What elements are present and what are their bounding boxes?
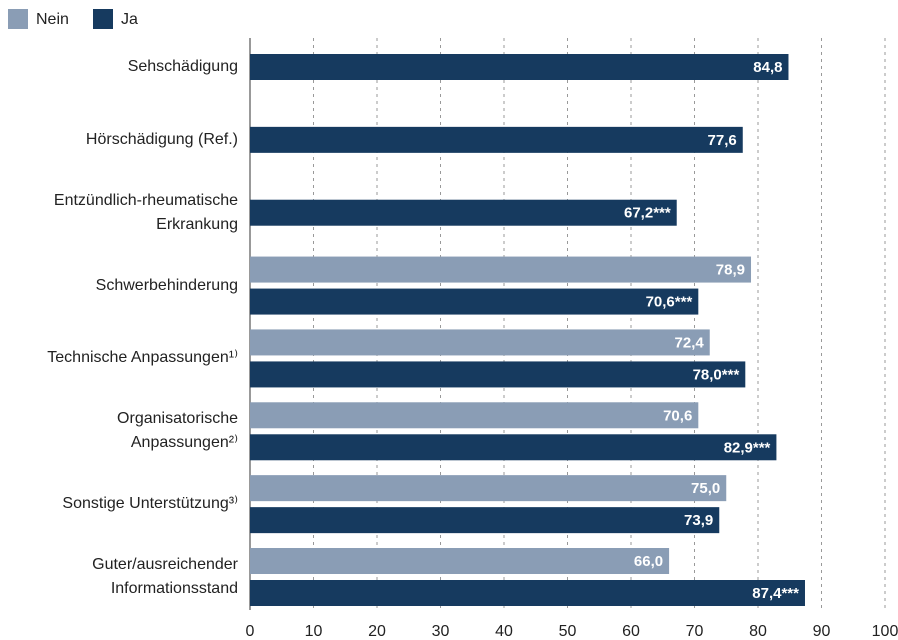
value-label: 84,8 <box>753 59 782 76</box>
category-label: Sehschädigung <box>127 58 238 75</box>
x-tick-label: 50 <box>559 623 577 640</box>
x-tick-label: 100 <box>872 623 898 640</box>
value-label: 72,4 <box>675 334 705 351</box>
bar <box>250 475 727 502</box>
value-label: 77,6 <box>708 132 737 149</box>
bar <box>250 256 752 283</box>
legend-swatch <box>8 9 28 29</box>
legend-swatch <box>93 9 113 29</box>
category-label: Entzündlich-rheumatische Erkrankung <box>53 191 238 233</box>
category-label: Sonstige Unterstützung³⁾ <box>62 495 238 513</box>
value-label: 70,6 <box>663 407 692 424</box>
x-tick-label: 0 <box>246 623 255 640</box>
legend-label: Nein <box>36 11 69 28</box>
category-label: Hörschädigung (Ref.) <box>85 130 238 148</box>
bar <box>250 288 699 315</box>
x-tick-label: 40 <box>495 623 513 640</box>
bar <box>250 126 743 153</box>
x-tick-label: 10 <box>305 623 323 640</box>
x-tick-label: 90 <box>813 623 831 640</box>
value-label: 87,4*** <box>752 585 799 602</box>
value-label: 78,9 <box>716 262 745 279</box>
category-label: Guter/ausreichender Informationsstand <box>92 556 238 597</box>
bar <box>250 361 746 388</box>
bar <box>250 580 805 606</box>
bar <box>250 199 677 226</box>
category-label: Organisatorische Anpassungen²⁾ <box>117 410 238 452</box>
x-tick-label: 20 <box>368 623 386 640</box>
bar <box>250 329 710 356</box>
value-label: 73,9 <box>684 512 713 529</box>
value-label: 75,0 <box>691 480 720 497</box>
category-label: Technische Anpassungen¹⁾ <box>47 349 238 367</box>
x-tick-label: 30 <box>432 623 450 640</box>
x-tick-label: 70 <box>686 623 704 640</box>
bar <box>250 507 720 534</box>
bar <box>250 402 699 429</box>
x-tick-label: 80 <box>749 623 767 640</box>
value-label: 66,0 <box>634 553 663 570</box>
value-label: 82,9*** <box>724 439 771 456</box>
bar <box>250 548 670 574</box>
bar <box>250 54 789 80</box>
value-label: 78,0*** <box>693 366 740 383</box>
value-label: 67,2*** <box>624 205 671 222</box>
x-tick-label: 60 <box>622 623 640 640</box>
legend-label: Ja <box>121 11 138 28</box>
value-label: 70,6*** <box>646 294 693 311</box>
category-label: Schwerbehinderung <box>95 276 238 294</box>
bar <box>250 434 777 461</box>
